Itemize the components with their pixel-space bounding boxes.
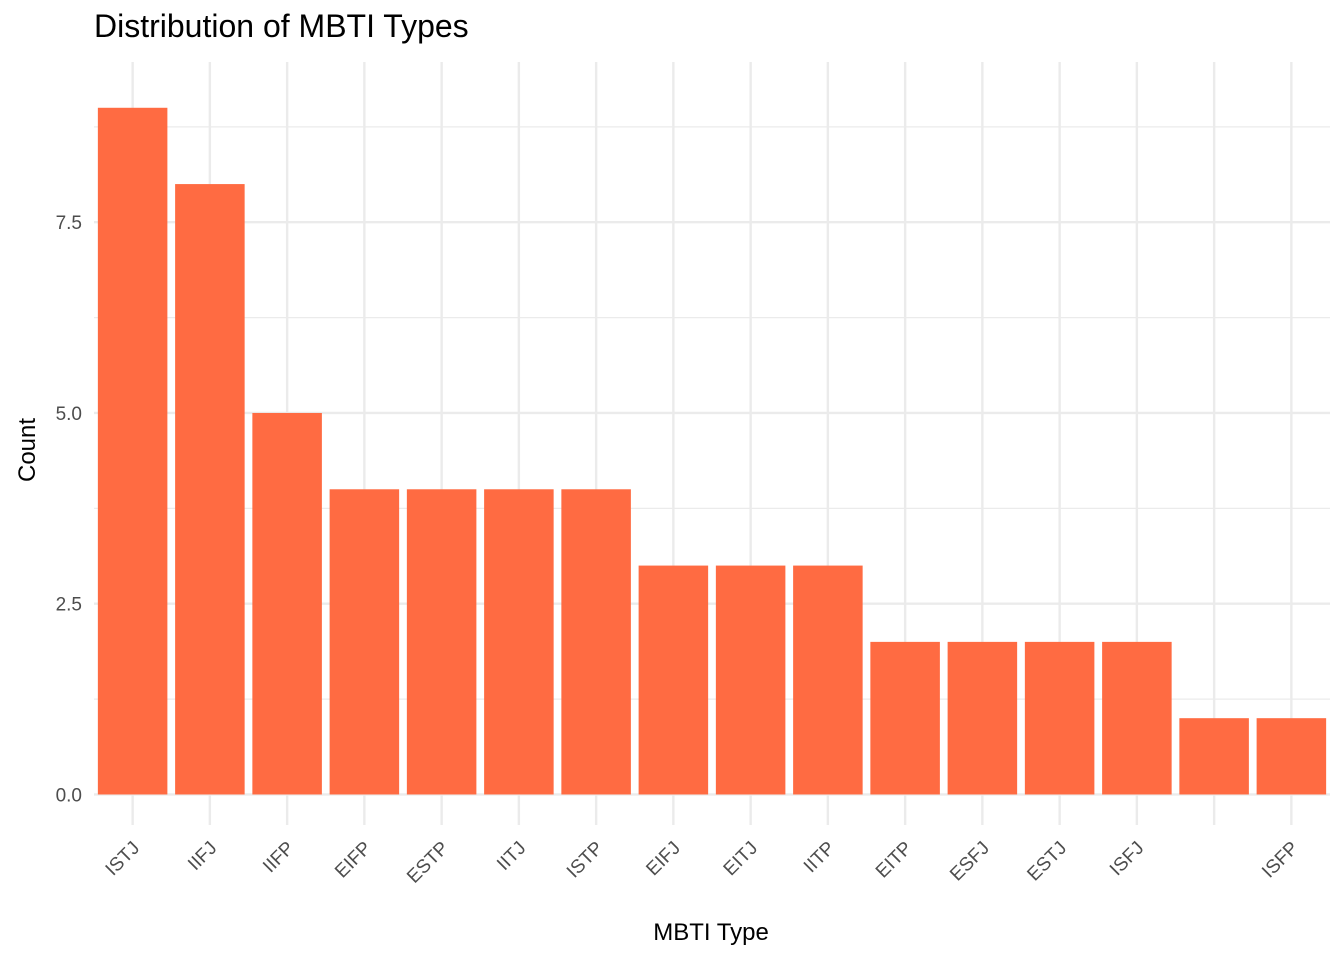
bar — [638, 565, 709, 795]
x-tick-label: IITJ — [493, 838, 530, 875]
x-tick-label: ISFJ — [1106, 838, 1148, 880]
x-tick-label: IITP — [800, 838, 839, 877]
chart-title: Distribution of MBTI Types — [94, 8, 469, 44]
x-tick-label: EITJ — [720, 838, 762, 880]
y-tick-label: 5.0 — [56, 404, 82, 425]
bar — [1179, 718, 1249, 795]
bar — [1102, 641, 1172, 795]
y-tick-label: 2.5 — [56, 595, 82, 616]
bar — [97, 107, 168, 795]
x-tick-label: ISTJ — [102, 838, 144, 880]
x-tick-label: EITP — [872, 838, 917, 883]
bar — [252, 412, 322, 795]
y-axis-tick-labels: 0.0 2.5 5.0 7.5 — [56, 213, 82, 806]
y-axis-title: Count — [14, 418, 41, 482]
x-axis-tick-labels: ISTJ IIFJ IIFP EIFP ESTP IITJ ISTP EIFJ EITJ IITP… — [102, 838, 1303, 888]
bar — [1256, 718, 1327, 795]
bar — [870, 641, 940, 795]
x-tick-label: EIFP — [331, 838, 376, 883]
x-tick-label: ESFJ — [946, 838, 994, 886]
y-tick-label: 0.0 — [56, 785, 82, 806]
x-tick-label: ESTP — [403, 838, 453, 888]
y-tick-label: 7.5 — [56, 213, 82, 234]
x-tick-label: ESTJ — [1023, 838, 1071, 886]
bars-layer — [97, 107, 1327, 795]
x-tick-label: IIFJ — [184, 838, 221, 875]
x-tick-label: ISTP — [563, 838, 608, 883]
bar — [175, 184, 245, 795]
x-tick-label: IIFP — [259, 838, 298, 877]
bar — [561, 489, 631, 795]
bar — [329, 489, 400, 795]
x-axis-title: MBTI Type — [653, 919, 769, 946]
bar — [484, 489, 554, 795]
bar — [947, 641, 1018, 795]
bar — [793, 565, 863, 795]
bar — [406, 489, 477, 795]
x-tick-label: ISFP — [1258, 838, 1303, 883]
bar — [1024, 641, 1095, 795]
bar — [715, 565, 786, 795]
x-tick-label: EIFJ — [642, 838, 684, 880]
